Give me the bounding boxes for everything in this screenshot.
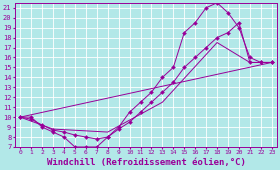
X-axis label: Windchill (Refroidissement éolien,°C): Windchill (Refroidissement éolien,°C): [46, 158, 246, 167]
